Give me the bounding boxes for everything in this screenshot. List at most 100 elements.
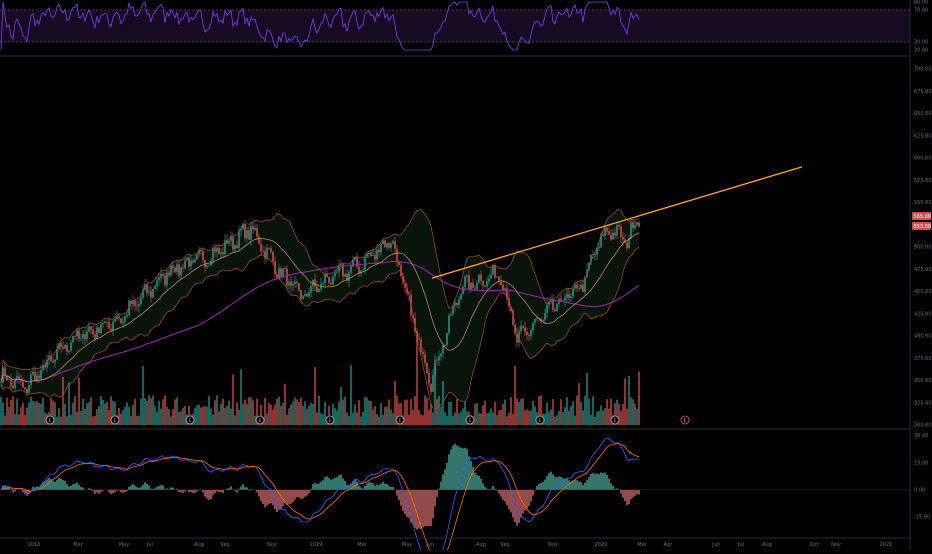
y-tick-label: 450.00 xyxy=(914,289,932,295)
macd-histogram-bar xyxy=(270,490,272,504)
volume-bar xyxy=(240,369,242,425)
volume-bar xyxy=(74,396,76,425)
volume-bar xyxy=(588,399,590,425)
macd-histogram-bar xyxy=(140,487,142,490)
macd-histogram-bar xyxy=(54,482,56,490)
volume-bar xyxy=(162,399,164,425)
earnings-marker[interactable]: E xyxy=(681,416,689,424)
macd-histogram-bar xyxy=(532,490,534,496)
x-tick-label: Jun xyxy=(425,542,434,548)
macd-histogram-bar xyxy=(332,479,334,490)
macd-histogram-bar xyxy=(484,487,486,490)
volume-bar xyxy=(252,400,254,425)
volume-bar xyxy=(628,376,630,425)
volume-bar xyxy=(172,409,174,425)
earnings-marker[interactable]: E xyxy=(396,416,404,424)
earnings-marker[interactable]: E xyxy=(326,416,334,424)
volume-bar xyxy=(560,399,562,425)
macd-histogram-bar xyxy=(384,484,386,490)
macd-histogram-bar xyxy=(292,490,294,502)
macd-histogram-bar xyxy=(182,490,184,493)
macd-histogram-bar xyxy=(334,478,336,490)
macd-histogram-bar xyxy=(428,490,430,526)
macd-histogram-bar xyxy=(98,490,100,494)
volume-bar xyxy=(428,410,430,425)
macd-histogram-bar xyxy=(260,490,262,502)
volume-bar xyxy=(88,402,90,425)
x-tick-label: Sep xyxy=(500,542,509,548)
macd-histogram-bar xyxy=(462,448,464,490)
earnings-marker[interactable]: E xyxy=(46,416,54,424)
volume-bar xyxy=(22,403,24,425)
volume-bar xyxy=(270,405,272,425)
candle xyxy=(218,244,219,255)
volume-bar xyxy=(500,410,502,425)
volume-bar xyxy=(238,410,240,425)
volume-bar xyxy=(476,403,478,425)
volume-bar xyxy=(388,400,390,426)
volume-bar xyxy=(608,409,610,425)
x-tick-label: Nov xyxy=(548,542,558,548)
candle xyxy=(326,269,327,277)
macd-histogram-bar xyxy=(322,480,324,490)
macd-histogram-bar xyxy=(236,490,238,493)
volume-bar xyxy=(182,408,184,425)
price-axis[interactable]: 80.0070.0030.0020.00700.00675.00650.0062… xyxy=(914,0,932,521)
volume-bar xyxy=(620,411,622,425)
y-tick-label: 650.00 xyxy=(914,111,932,117)
volume-bar xyxy=(632,399,634,425)
macd-histogram-bar xyxy=(156,487,158,490)
earnings-marker-label: E xyxy=(49,418,52,424)
macd-histogram-bar xyxy=(112,490,114,493)
macd-histogram-bar xyxy=(452,446,454,490)
macd-histogram-bar xyxy=(454,444,456,490)
volume-bar xyxy=(424,395,426,425)
volume-bar xyxy=(232,375,234,426)
earnings-marker[interactable]: E xyxy=(466,416,474,424)
macd-histogram-bar xyxy=(68,486,70,490)
volume-bar xyxy=(136,416,138,425)
volume-bar xyxy=(356,413,358,426)
macd-histogram-bar xyxy=(342,478,344,489)
candle xyxy=(552,294,553,312)
last-price-tag-label: 553.00 xyxy=(914,224,932,230)
macd-histogram-bar xyxy=(632,490,634,498)
earnings-marker[interactable]: E xyxy=(186,416,194,424)
macd-histogram-bar xyxy=(276,490,278,512)
volume-bar xyxy=(404,400,406,425)
y-tick-label: 500.00 xyxy=(914,245,932,251)
candle xyxy=(224,234,225,256)
macd-histogram-bar xyxy=(476,475,478,490)
macd-histogram-bar xyxy=(320,482,322,490)
macd-histogram-bar xyxy=(530,490,532,502)
volume-bar xyxy=(582,410,584,425)
volume-bar xyxy=(380,403,382,425)
signal-line xyxy=(1,444,639,550)
earnings-marker[interactable]: E xyxy=(256,416,264,424)
macd-histogram-bar xyxy=(100,490,102,492)
earnings-marker[interactable]: E xyxy=(611,416,619,424)
volume-bar xyxy=(362,412,364,425)
volume-bar xyxy=(350,365,352,425)
volume-bar xyxy=(66,416,68,425)
volume-bar xyxy=(108,410,110,425)
volume-bar xyxy=(230,409,232,425)
macd-histogram-bar xyxy=(76,483,78,490)
volume-bar xyxy=(342,400,344,426)
x-tick-label: May xyxy=(119,542,129,548)
macd-histogram-bar xyxy=(178,490,180,492)
macd-histogram-bar xyxy=(588,477,590,490)
macd-histogram-bar xyxy=(64,481,66,490)
volume-bar xyxy=(516,399,518,426)
macd-histogram-bar xyxy=(636,490,638,494)
volume-bar xyxy=(146,401,148,425)
macd-histogram-bar xyxy=(472,467,474,490)
volume-bar xyxy=(482,405,484,425)
candle xyxy=(152,289,153,299)
bollinger-bands-fill xyxy=(1,210,639,409)
earnings-marker[interactable]: E xyxy=(536,416,544,424)
earnings-marker[interactable]: E xyxy=(111,416,119,424)
